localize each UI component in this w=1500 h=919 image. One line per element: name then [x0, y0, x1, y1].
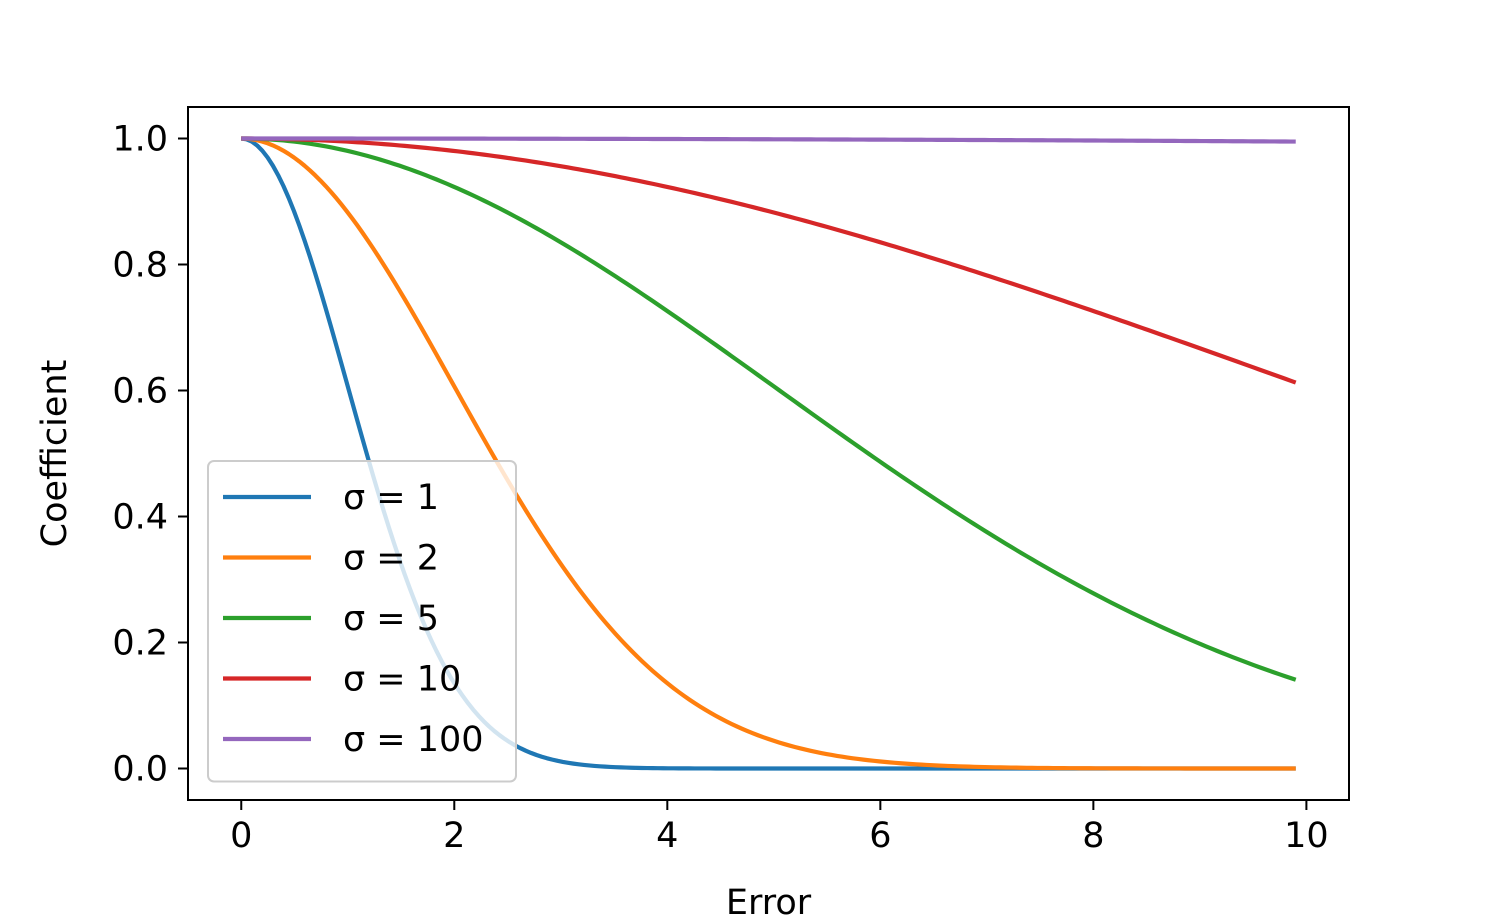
- y-tick-label: 0.6: [112, 372, 168, 412]
- y-tick-label: 0.4: [112, 498, 168, 538]
- y-tick-label: 1.0: [112, 120, 168, 160]
- x-tick-label: 8: [1082, 816, 1104, 856]
- x-tick-label: 6: [869, 816, 891, 856]
- x-axis-label: Error: [726, 883, 812, 919]
- x-axis: 0 2 4 6 8 10: [230, 800, 1329, 856]
- legend-entry-1: σ = 2: [343, 539, 439, 579]
- legend-entry-0: σ = 1: [343, 478, 439, 518]
- x-tick-label: 0: [230, 816, 252, 856]
- y-axis-label: Coefficient: [35, 360, 75, 548]
- series-line-2: [241, 136, 1297, 682]
- series-line-4: [241, 136, 1296, 144]
- legend-entry-2: σ = 5: [343, 599, 439, 639]
- y-tick-label: 0.2: [112, 624, 168, 664]
- legend-box: [207, 460, 517, 783]
- legend-entry-3: σ = 10: [343, 660, 461, 700]
- y-tick-label: 0.0: [112, 750, 168, 790]
- x-tick-label: 2: [443, 816, 465, 856]
- y-axis: 0.0 0.2 0.4 0.6 0.8 1.0: [112, 120, 188, 790]
- axes-frame: [187, 106, 1350, 801]
- legend: σ = 1 σ = 2 σ = 5 σ = 10 σ = 100: [207, 460, 517, 783]
- legend-entry-4: σ = 100: [343, 720, 484, 760]
- series-line-3: [241, 136, 1297, 385]
- x-tick-label: 10: [1284, 816, 1329, 856]
- y-tick-label: 0.8: [112, 246, 168, 286]
- series-line-1: [241, 136, 1296, 771]
- x-tick-label: 4: [656, 816, 678, 856]
